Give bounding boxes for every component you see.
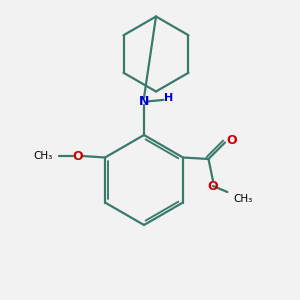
Text: N: N (139, 95, 149, 108)
Text: O: O (226, 134, 237, 148)
Text: O: O (73, 149, 83, 163)
Text: O: O (208, 180, 218, 193)
Text: H: H (164, 93, 173, 103)
Text: CH₃: CH₃ (233, 194, 253, 204)
Text: CH₃: CH₃ (34, 151, 53, 161)
